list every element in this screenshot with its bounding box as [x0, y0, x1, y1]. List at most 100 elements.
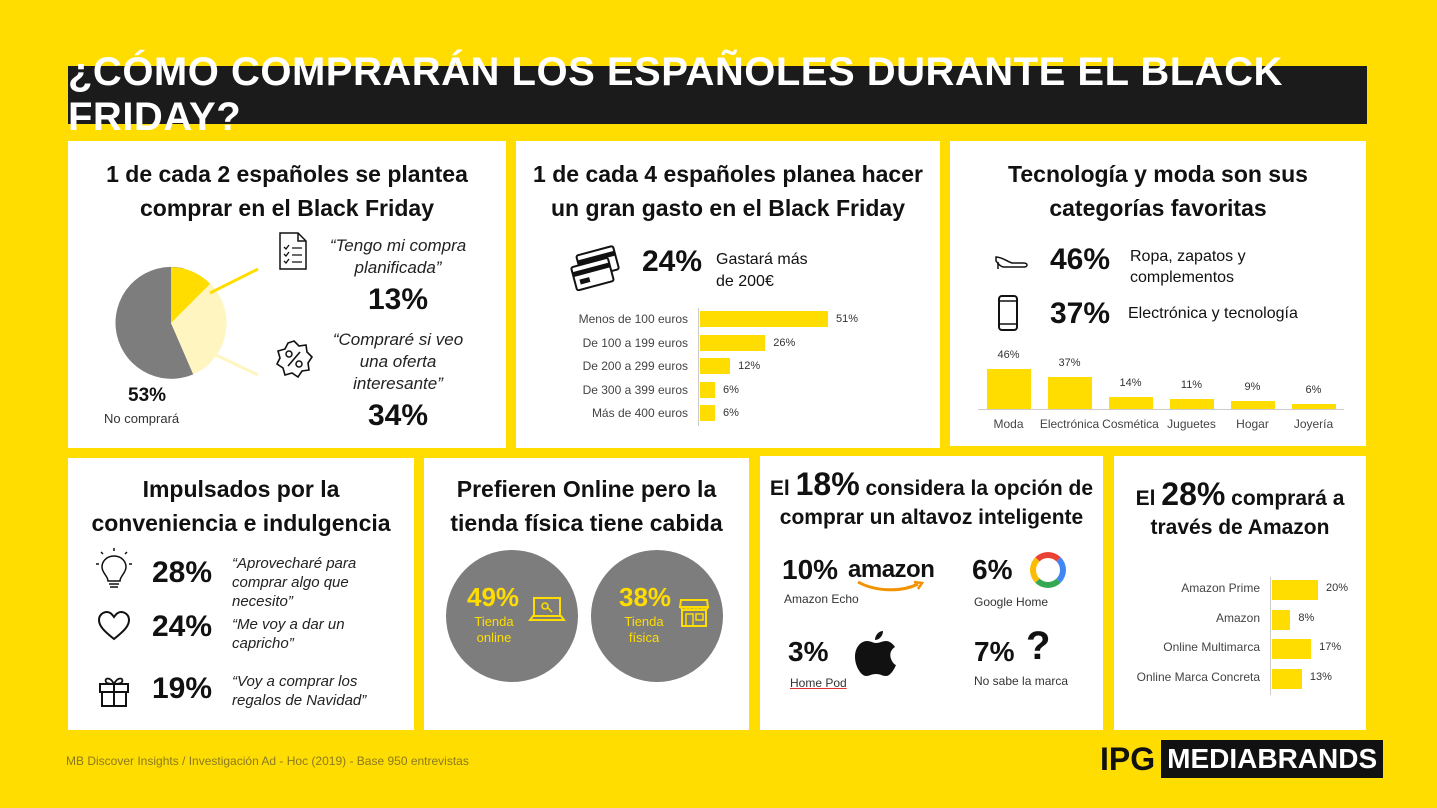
bar-category-label: Amazon Prime — [1181, 581, 1260, 595]
bar — [700, 334, 766, 351]
title-pre: El — [769, 477, 790, 500]
store-pct: 38% — [619, 582, 672, 612]
quote-offer-3: interesante” — [353, 374, 443, 393]
panel-title-line2: través de Amazon — [1150, 516, 1330, 539]
panel-channel: Prefieren Online pero la tienda física t… — [424, 458, 749, 730]
online-label: Tienda online — [464, 614, 524, 646]
panel-title: El 18% considera la opción de — [760, 466, 1103, 507]
lightbulb-icon — [96, 548, 132, 588]
panel-smart-speaker: El 18% considera la opción de comprar un… — [760, 456, 1103, 730]
bar-category-label: De 200 a 299 euros — [582, 359, 688, 373]
big-spend-pct: 24% — [642, 245, 703, 278]
bar-value-label: 9% — [1244, 381, 1261, 394]
fashion-label-1: Ropa, zapatos y — [1130, 248, 1246, 265]
store-label-2: física — [628, 630, 660, 645]
quote-planned-2: planificada” — [354, 258, 442, 277]
bar-category-label: Electrónica — [1039, 417, 1100, 431]
bar-category-label: Hogar — [1236, 417, 1269, 431]
panel-amazon: El 28% comprará a través de Amazon Amazo… — [1114, 456, 1366, 730]
speaker-label-echo: Amazon Echo — [784, 592, 859, 606]
amazon-smile-icon — [857, 580, 925, 592]
shoe-icon — [995, 256, 1028, 269]
store-circle — [591, 550, 723, 682]
amazon-bar-chart: Amazon Prime 20% Amazon 8% Online Multimarca… — [1114, 572, 1366, 695]
bar — [1047, 376, 1092, 409]
panel-categories: Tecnología y moda son sus categorías fav… — [950, 141, 1366, 446]
panel-title-line2: un gran gasto en el Black Friday — [550, 195, 906, 221]
pie-slice-planned — [171, 267, 211, 323]
bar — [1291, 403, 1336, 409]
online-pct: 49% — [467, 582, 520, 612]
fashion-label: Ropa, zapatos y complementos — [1130, 246, 1246, 288]
bar — [1108, 396, 1153, 409]
bar-value-label: 12% — [738, 360, 761, 372]
bar-category-label: Amazon — [1215, 610, 1260, 625]
panel-title: Tecnología y moda son sus — [1008, 161, 1308, 187]
storefront-icon — [678, 599, 710, 627]
tech-pct: 37% — [1050, 297, 1111, 330]
bar — [1230, 401, 1275, 409]
smartphone-icon — [998, 295, 1018, 331]
big-spend-desc-1: Gastará más — [716, 251, 808, 268]
bar-value-label: 8% — [1298, 611, 1315, 624]
bar-category-label: Online Marca Concreta — [1136, 669, 1260, 684]
checklist-icon — [279, 232, 307, 270]
logo-ipg: IPG — [1100, 740, 1156, 777]
online-label-2: online — [476, 630, 512, 645]
bar-category-label: Juguetes — [1167, 417, 1216, 431]
bar-category-label: Cosmética — [1102, 417, 1159, 431]
bar-category-label: Menos de 100 euros — [578, 312, 688, 326]
bar — [1272, 580, 1318, 600]
panel-big-spend: 1 de cada 4 españoles planea hacer un gr… — [516, 141, 940, 448]
speaker-pct-homepod: 3% — [788, 636, 829, 667]
panel-title-line2: tienda física tiene cabida — [450, 510, 723, 536]
bar-category-label: Más de 400 euros — [591, 406, 688, 420]
value-offer: 34% — [368, 399, 429, 432]
panel-title-line2: comprar un altavoz inteligente — [779, 506, 1084, 529]
bar-value-label: 26% — [773, 336, 796, 349]
page-title: ¿CÓMO COMPRARÁN LOS ESPAÑOLES DURANTE EL… — [68, 50, 1367, 139]
bar — [1272, 668, 1302, 689]
fashion-pct: 46% — [1050, 243, 1111, 276]
panel-plan-to-buy: 1 de cada 2 españoles se plantea comprar… — [68, 141, 506, 448]
quote-planned: “Tengo mi compra — [329, 236, 467, 255]
pie-slice-offer — [171, 283, 227, 375]
bar-value-label: 6% — [723, 407, 739, 419]
driver-quote-1: “Aprovecharé para comprar algo que neces… — [232, 554, 356, 611]
apple-logo-icon — [855, 631, 896, 676]
bar — [700, 381, 716, 398]
bar — [1272, 639, 1312, 659]
bar-value-label: 6% — [1305, 383, 1322, 396]
driver-pct-2: 24% — [152, 610, 213, 643]
speaker-label-google: Google Home — [974, 595, 1049, 609]
panel-title: 1 de cada 2 españoles se plantea — [106, 161, 468, 187]
driver-quote-2-l2: capricho” — [232, 635, 294, 652]
no-buy-pct: 53% — [128, 385, 167, 406]
bar — [700, 358, 731, 374]
bar-value-label: 46% — [997, 349, 1020, 361]
title-pre: El — [1135, 487, 1156, 510]
online-label-1: Tienda — [474, 614, 514, 629]
spend-bar-chart: Menos de 100 euros 51% De 100 a 199 euros 2… — [516, 307, 940, 427]
bar-value-label: 20% — [1326, 582, 1349, 594]
bar-value-label: 6% — [723, 383, 739, 396]
credit-cards-icon — [570, 245, 620, 291]
driver-quote-3-l1: “Voy a comprar los — [232, 673, 358, 690]
bar — [1169, 399, 1214, 409]
fashion-label-2: complementos — [1130, 269, 1235, 286]
driver-quote-2-l1: “Me voy a dar un — [232, 616, 345, 633]
title-pct: 18% — [795, 466, 860, 502]
bar — [986, 369, 1031, 409]
logo-mediabrands: MEDIABRANDS — [1161, 740, 1384, 778]
quote-offer-2: una oferta — [359, 352, 437, 371]
ipg-mediabrands-logo: IPG MEDIABRANDS — [1100, 740, 1384, 778]
gift-icon — [99, 677, 129, 707]
panel-title: Impulsados por la — [142, 476, 340, 502]
driver-pct-1: 28% — [152, 556, 213, 589]
laptop-icon — [528, 597, 566, 621]
panel-title: 1 de cada 4 españoles planea hacer — [533, 161, 923, 187]
bar-category-label: De 100 a 199 euros — [582, 335, 688, 350]
bar-value-label: 37% — [1058, 356, 1081, 369]
bar-category-label: Moda — [993, 417, 1024, 431]
bar-axis — [978, 409, 1344, 410]
